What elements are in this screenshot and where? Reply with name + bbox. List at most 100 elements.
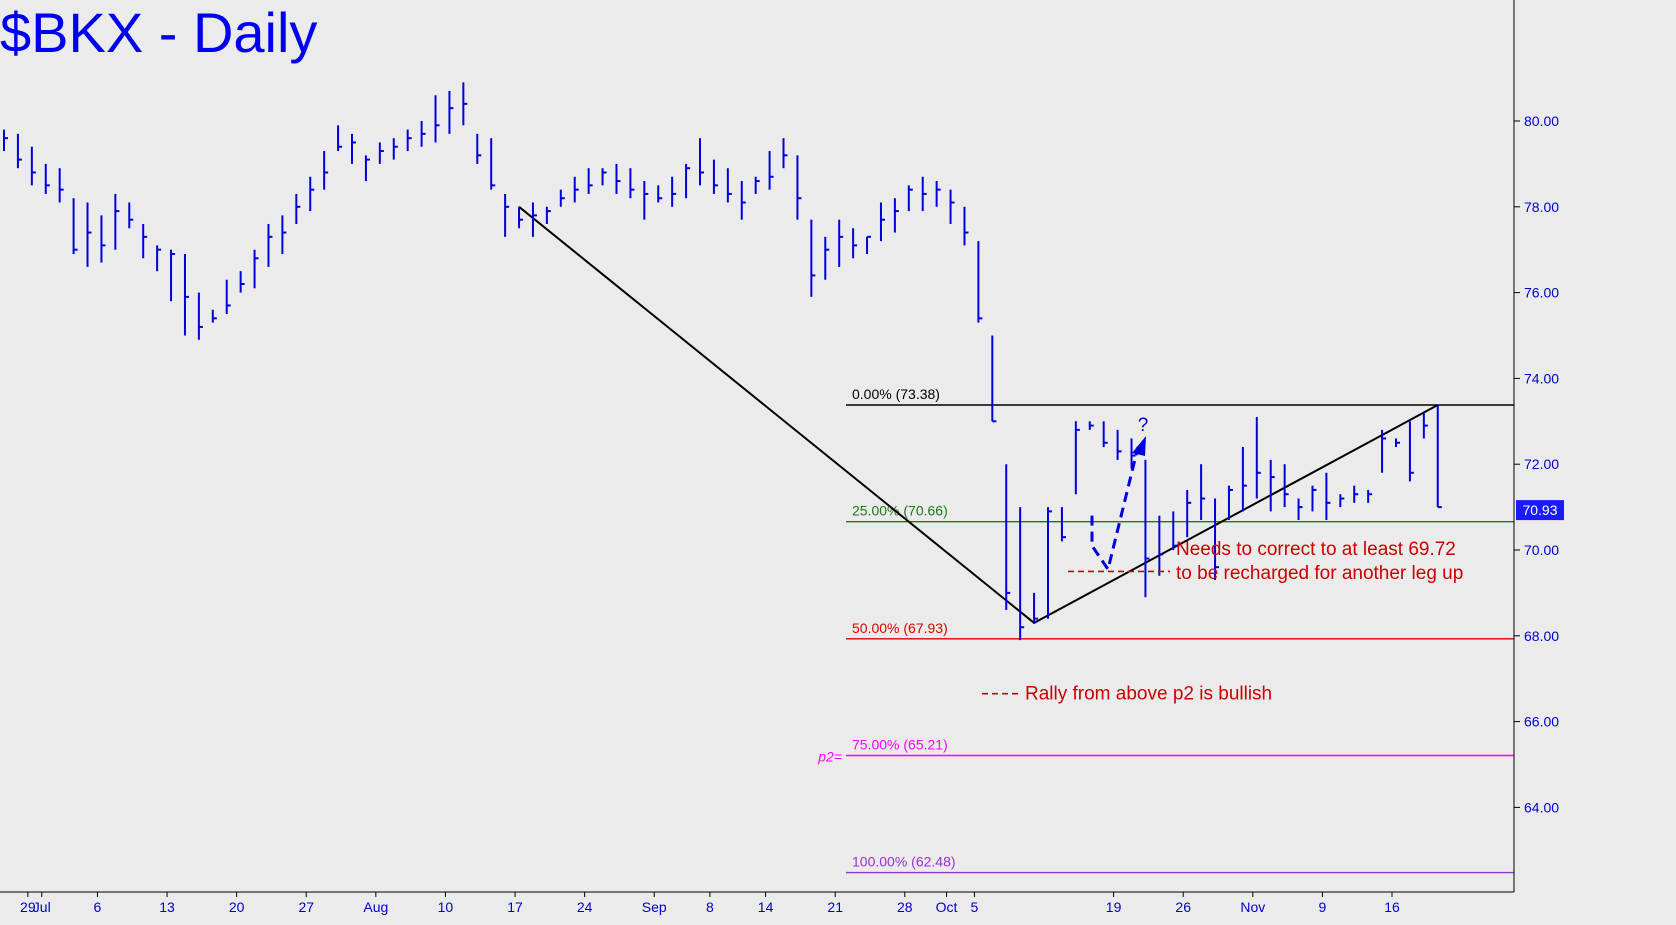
projection-path (1090, 446, 1140, 573)
ohlc-bar (545, 206, 551, 224)
ohlc-bar (977, 241, 983, 323)
ohlc-bar (3, 129, 8, 152)
ohlc-bar (1102, 421, 1108, 448)
y-tick-label: 68.00 (1524, 628, 1559, 644)
x-tick-label: 27 (298, 899, 314, 915)
x-tick-label: 26 (1175, 899, 1191, 915)
ohlc-bar (1005, 464, 1011, 611)
ohlc-bar (156, 245, 162, 272)
ohlc-bar (337, 125, 343, 152)
ohlc-bar (559, 189, 565, 207)
correction-note-line1: Needs to correct to at least 69.72 (1176, 539, 1456, 560)
ohlc-bar (657, 185, 663, 203)
x-tick-label: 17 (507, 899, 523, 915)
ohlc-bar (378, 142, 384, 164)
ohlc-bar (1422, 412, 1428, 439)
x-tick-label: 21 (827, 899, 843, 915)
ohlc-bar (1158, 515, 1164, 576)
x-tick-label: 14 (758, 899, 774, 915)
ohlc-bar (824, 236, 830, 280)
ohlc-bar (893, 198, 899, 233)
ohlc-bar (1353, 485, 1359, 503)
ohlc-bar (1297, 498, 1303, 520)
y-tick-label: 74.00 (1524, 370, 1559, 386)
ohlc-bar (16, 133, 22, 169)
ohlc-bar (197, 292, 203, 340)
ohlc-bar (1227, 485, 1233, 520)
ohlc-bar (866, 235, 872, 254)
last-price-badge (1516, 500, 1564, 521)
annotations: Needs to correct to at least 69.72 to be … (982, 415, 1463, 705)
ohlc-bar (1241, 447, 1247, 512)
ohlc-bar (323, 151, 329, 190)
x-tick-label: Aug (363, 899, 388, 915)
x-tick-label: 9 (1319, 899, 1327, 915)
y-tick-label: 78.00 (1524, 199, 1559, 215)
ohlc-bar (726, 168, 732, 203)
ohlc-bar (907, 185, 913, 212)
ohlc-bar (963, 206, 969, 246)
ohlc-bar (30, 146, 36, 186)
ohlc-bar (225, 279, 231, 315)
ohlc-bar (1339, 494, 1345, 508)
ohlc-bar (267, 223, 273, 267)
ohlc-bar (852, 228, 858, 259)
ohlc-bar (183, 253, 189, 336)
ohlc-bar (1381, 429, 1387, 473)
y-tick-label: 76.00 (1524, 285, 1559, 301)
ohlc-bar (921, 176, 927, 212)
ohlc-bar (643, 181, 649, 220)
x-tick-label: 29 (20, 899, 36, 915)
y-tick-label: 80.00 (1524, 113, 1559, 129)
fib-label: 25.00% (70.66) (852, 503, 948, 519)
ohlc-bar (448, 90, 454, 134)
projection-arrowhead (1132, 436, 1146, 456)
ohlc-bar (768, 151, 774, 190)
ohlc-bar (128, 202, 134, 229)
ohlc-bar (364, 155, 370, 182)
ohlc-bar (1408, 421, 1414, 482)
ohlc-bar (615, 163, 621, 194)
ohlc-bar (671, 176, 677, 207)
ohlc-bar (518, 206, 524, 229)
ohlc-bar (86, 202, 92, 267)
ohlc-bar (462, 82, 468, 126)
price-bars (3, 82, 1442, 641)
ohlc-bar (1395, 438, 1400, 448)
ohlc-bar (406, 129, 412, 152)
x-tick-label: 5 (971, 899, 979, 915)
ohlc-bar (1130, 438, 1136, 469)
ohlc-bar (949, 189, 955, 224)
fib-levels: 0.00% (73.38) 25.00% (70.66) 50.00% (67.93… (817, 386, 1514, 874)
ohlc-bar (142, 223, 148, 259)
ohlc-bar (531, 202, 537, 237)
ohlc-bar (420, 121, 426, 147)
ohlc-bar (1186, 489, 1192, 538)
ohlc-bar (1088, 421, 1094, 430)
ohlc-bar (1214, 498, 1220, 581)
projection-question-mark: ? (1138, 415, 1149, 436)
x-tick-label: 6 (94, 899, 102, 915)
x-tick-label: 28 (897, 899, 913, 915)
p2-label: p2= (817, 748, 842, 764)
ohlc-bar (1255, 417, 1261, 499)
ohlc-bar (1019, 507, 1025, 641)
ohlc-bar (573, 176, 579, 203)
ohlc-bar (935, 181, 941, 207)
ohlc-bar (838, 219, 844, 267)
axes: 64.00 66.00 68.00 70.00 72.00 74.00 76.00 78.00… (0, 0, 1564, 915)
x-tick-label: 8 (706, 899, 714, 915)
ohlc-bar (1172, 511, 1178, 550)
ohlc-bar (1325, 472, 1331, 520)
ohlc-bar (58, 168, 64, 203)
rally-note: Rally from above p2 is bullish (1025, 684, 1272, 705)
ohlc-bar (629, 168, 635, 199)
ohlc-bar (1367, 489, 1373, 503)
fib-label: 0.00% (73.38) (852, 386, 940, 402)
x-tick-label: 10 (438, 899, 454, 915)
y-tick-label: 66.00 (1524, 714, 1559, 730)
ohlc-bar (699, 138, 704, 186)
correction-note-line2: to be recharged for another leg up (1176, 563, 1463, 584)
